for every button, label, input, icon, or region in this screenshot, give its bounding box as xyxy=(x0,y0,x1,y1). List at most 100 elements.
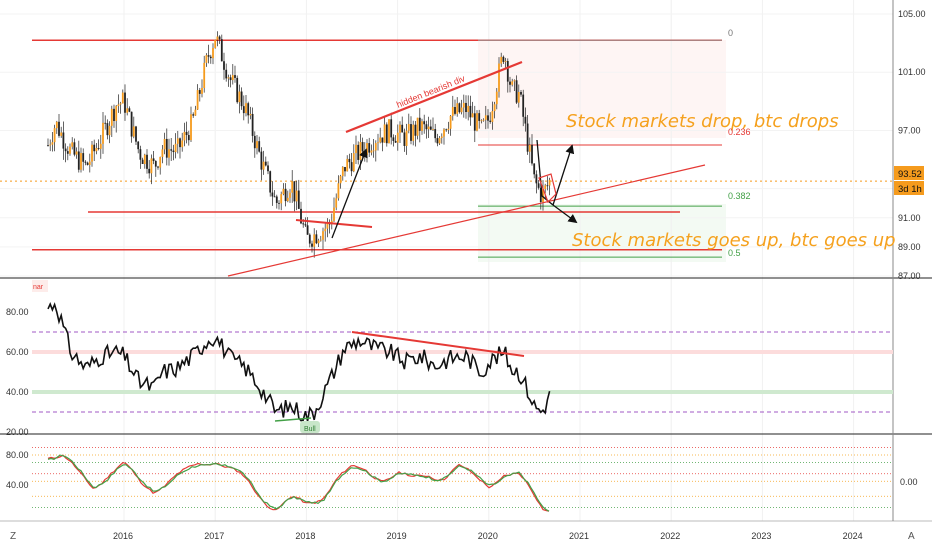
divergence-trendline-rsi xyxy=(351,331,525,357)
candle-body xyxy=(295,190,298,202)
candle-body xyxy=(359,142,362,160)
candle-body xyxy=(218,36,221,40)
candle-body xyxy=(280,194,283,204)
candle-body xyxy=(372,150,375,152)
candle-body xyxy=(381,137,384,143)
candle-body xyxy=(339,176,342,184)
candle-body xyxy=(183,131,186,141)
candle-body xyxy=(146,154,148,169)
candle-body xyxy=(157,166,159,168)
candle-body xyxy=(168,149,170,158)
candle-body xyxy=(533,163,536,175)
candle-body xyxy=(546,185,549,187)
candle-body xyxy=(117,104,120,107)
corner-right[interactable]: A xyxy=(908,531,915,542)
candle-body xyxy=(231,75,234,81)
candle-body xyxy=(509,81,511,85)
candle-body xyxy=(515,80,518,103)
forecast-zone-upper xyxy=(478,40,726,138)
candle-body xyxy=(542,189,544,203)
rsi-axis-ticks: 80.00 60.00 40.00 20.00 xyxy=(6,307,29,437)
candle-body xyxy=(526,123,529,152)
bull-tag-bg xyxy=(300,421,320,433)
last-price-label: 93.52 xyxy=(898,169,922,180)
candle-body xyxy=(370,150,373,153)
year-tick: 2024 xyxy=(843,531,863,541)
candle-body xyxy=(150,158,153,174)
candle-body xyxy=(242,106,245,114)
candle-body xyxy=(399,124,401,133)
candle-body xyxy=(264,161,267,166)
candle-body xyxy=(84,161,87,163)
candle-body xyxy=(205,55,208,63)
candle-body xyxy=(289,192,291,198)
candle-body xyxy=(240,91,243,107)
rsi-tick: 80.00 xyxy=(6,307,29,317)
candle-body xyxy=(113,108,115,122)
candle-body xyxy=(55,121,58,129)
gridlines xyxy=(0,0,893,521)
candle-body xyxy=(161,149,164,157)
candle-body xyxy=(445,129,448,131)
candle-body xyxy=(473,113,476,131)
rsi-tick: 40.00 xyxy=(6,387,29,397)
candle-body xyxy=(51,142,54,145)
candle-body xyxy=(124,92,126,113)
year-tick: 2016 xyxy=(113,531,133,541)
price-tick: 105.00 xyxy=(898,9,926,19)
candle-body xyxy=(256,141,258,149)
candle-body xyxy=(478,113,481,121)
candle-body xyxy=(249,113,252,116)
price-levels xyxy=(0,39,893,258)
candle-body xyxy=(458,103,461,113)
candle-body xyxy=(317,240,320,244)
candle-body xyxy=(64,148,67,152)
candle-body xyxy=(520,91,522,95)
candle-body xyxy=(77,151,80,170)
candle-body xyxy=(106,123,109,136)
candle-body xyxy=(139,149,142,160)
candle-body xyxy=(66,151,69,154)
corner-left[interactable]: Z xyxy=(10,531,16,542)
candle-body xyxy=(75,151,78,155)
candle-body xyxy=(350,162,353,172)
candle-body xyxy=(119,103,122,105)
candle-body xyxy=(480,120,483,122)
candle-body xyxy=(165,138,168,158)
candle-body xyxy=(187,135,190,141)
candle-body xyxy=(49,144,52,146)
candle-body xyxy=(368,143,371,153)
candle-body xyxy=(115,106,118,122)
candle-body xyxy=(126,108,129,113)
candle-body xyxy=(407,124,410,131)
candle-body xyxy=(62,132,65,149)
candle-body xyxy=(484,115,487,120)
candle-body xyxy=(438,137,441,144)
rsi-bands xyxy=(32,331,893,413)
candle-body xyxy=(447,128,450,131)
candle-body xyxy=(297,190,300,209)
candle-body xyxy=(293,181,296,202)
candle-body xyxy=(306,225,309,235)
candle-body xyxy=(429,126,432,130)
candle-body xyxy=(394,140,397,143)
candle-body xyxy=(498,63,500,92)
stoch-right-tick: 0.00 xyxy=(900,477,918,487)
candle-body xyxy=(436,138,439,144)
divergence-trendline-price xyxy=(345,60,523,134)
year-tick: 2022 xyxy=(660,531,680,541)
candle-body xyxy=(469,105,472,118)
candle-body xyxy=(80,153,82,170)
candle-body xyxy=(315,234,318,244)
candle-body xyxy=(506,61,509,82)
candle-body xyxy=(102,122,104,144)
candle-body xyxy=(247,103,250,116)
bull-tag: Bull xyxy=(304,426,316,433)
candle-body xyxy=(476,113,478,131)
arrow-up-2018 xyxy=(331,148,368,239)
arrow-down-2020 xyxy=(552,204,578,224)
candle-body xyxy=(418,117,421,131)
candle-body xyxy=(260,151,263,170)
candle-body xyxy=(262,161,265,170)
